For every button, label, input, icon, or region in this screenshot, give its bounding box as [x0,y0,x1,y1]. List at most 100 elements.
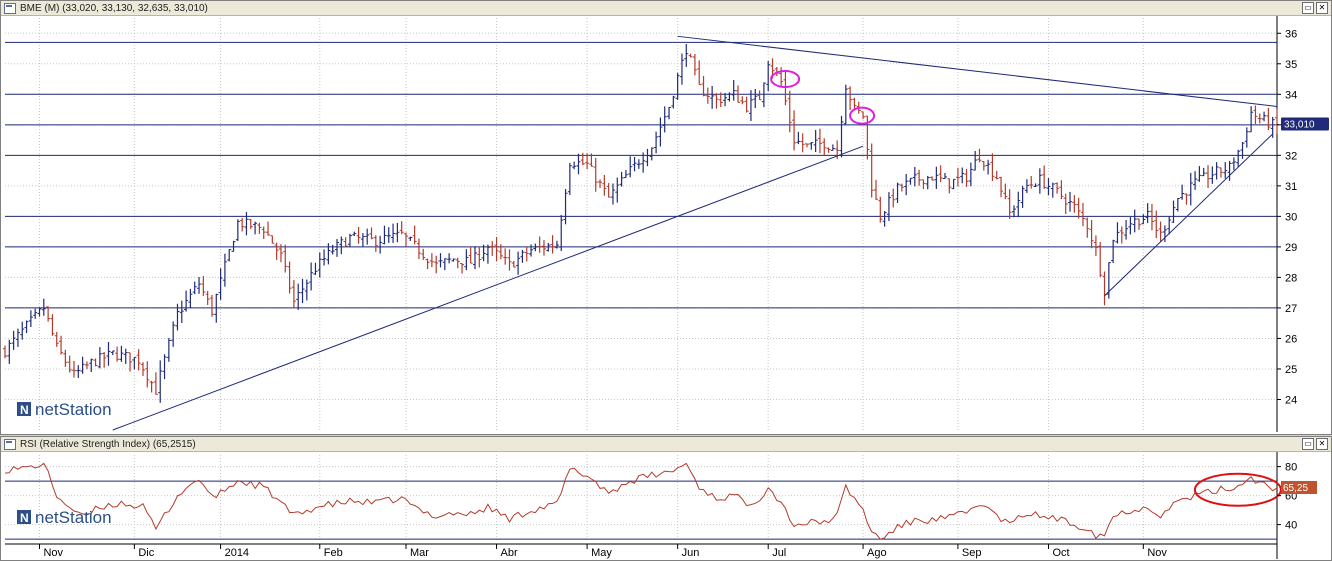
ohlc-bar [11,330,16,350]
ohlc-bar [231,240,236,252]
ohlc-bar [123,348,128,364]
ohlc-bar [1175,198,1180,212]
ohlc-bar [175,303,180,331]
ohlc-bar [80,356,85,374]
close-button[interactable]: ✕ [1316,2,1328,14]
ohlc-bar [973,150,978,171]
rsi-close-button[interactable]: ✕ [1316,438,1328,450]
horizontal-levels [5,41,1277,309]
time-tick-label: May [591,547,612,559]
ohlc-bar [861,111,866,120]
ohlc-bar [222,253,227,287]
ohlc-bar [554,240,559,249]
ohlc-bar [1046,178,1051,196]
ohlc-bar [697,60,702,86]
ohlc-bar [1072,195,1077,213]
ohlc-bar [1184,193,1189,205]
price-chart[interactable]: 24252627282930313233343536 33,010 N netS… [1,16,1331,432]
ohlc-bar [744,96,749,113]
price-tick-label: 36 [1285,28,1297,40]
rsi-value-badge: 65,25 [1281,480,1317,494]
ohlc-bar [684,43,689,67]
ohlc-bar [990,153,995,182]
ohlc-bar [1167,216,1172,235]
ohlc-bar [641,152,646,173]
ohlc-bar [317,252,322,278]
trendline [677,35,1278,108]
ohlc-bar [115,346,120,362]
ohlc-bar [658,117,663,147]
ohlc-bar [921,179,926,189]
ohlc-bar [451,258,456,262]
ohlc-bar [787,90,792,133]
ohlc-bar [391,223,396,243]
ohlc-bar [925,175,930,190]
ohlc-bar [339,236,344,255]
ohlc-bar [386,227,391,243]
ohlc-bar [852,97,857,110]
ohlc-bar [171,321,176,347]
ohlc-bar [1016,191,1021,218]
ohlc-bar [352,231,357,237]
ohlc-bar [968,162,973,187]
ohlc-bar [507,249,512,271]
ohlc-bar [572,161,577,170]
price-tick-label: 24 [1285,394,1297,406]
ohlc-bar [412,225,417,245]
ohlc-bar [136,349,141,371]
ohlc-bar [248,218,253,230]
ohlc-bar [882,211,887,227]
ohlc-bar [429,253,434,268]
ohlc-bar [1206,165,1211,189]
ohlc-bar [93,358,98,367]
ohlc-bar [494,237,499,262]
ohlc-bar [140,362,145,376]
minimize-button[interactable]: ▭ [1302,2,1314,14]
ohlc-bar [714,93,719,109]
ohlc-bar [41,298,46,316]
ohlc-bar [947,178,952,194]
ohlc-bar [667,106,672,120]
ohlc-bar [589,153,594,167]
ohlc-bar [792,110,797,151]
ohlc-bar [1257,113,1262,124]
ohlc-bar [740,96,745,105]
ohlc-bar [800,133,805,153]
ohlc-bar [373,235,378,252]
ohlc-bar [986,159,991,175]
ohlc-bar [1029,175,1034,189]
ohlc-bar [153,372,158,395]
ohlc-bar [779,67,784,86]
ohlc-bar [59,335,64,355]
ohlc-bar [54,331,59,347]
ohlc-bar [805,143,810,148]
ohlc-bar [490,241,495,256]
rsi-minimize-button[interactable]: ▭ [1302,438,1314,450]
ohlc-bar [723,92,728,107]
ohlc-bar [817,128,822,154]
ohlc-bar [748,90,753,122]
ohlc-bar [1214,162,1219,180]
ohlc-bar [425,258,430,270]
ohlc-bar [421,248,426,261]
ohlc-bar [886,192,891,221]
ohlc-bar [455,257,460,269]
ohlc-bar [188,288,193,309]
ohlc-bar [1244,127,1249,148]
ohlc-bar [839,115,844,158]
ohlc-bar [84,361,89,370]
ohlc-bar [727,92,732,102]
rsi-tick-label: 80 [1285,462,1297,474]
ohlc-bar [1266,107,1271,131]
ohlc-bar [917,169,922,186]
ohlc-bar [214,293,219,323]
ohlc-bar [296,283,301,310]
price-tick-label: 25 [1285,364,1297,376]
ohlc-bar [481,244,486,262]
price-tick-label: 35 [1285,59,1297,71]
ohlc-bar [649,147,654,161]
ohlc-bar [908,177,913,185]
price-axis: 24252627282930313233343536 [1277,28,1297,406]
